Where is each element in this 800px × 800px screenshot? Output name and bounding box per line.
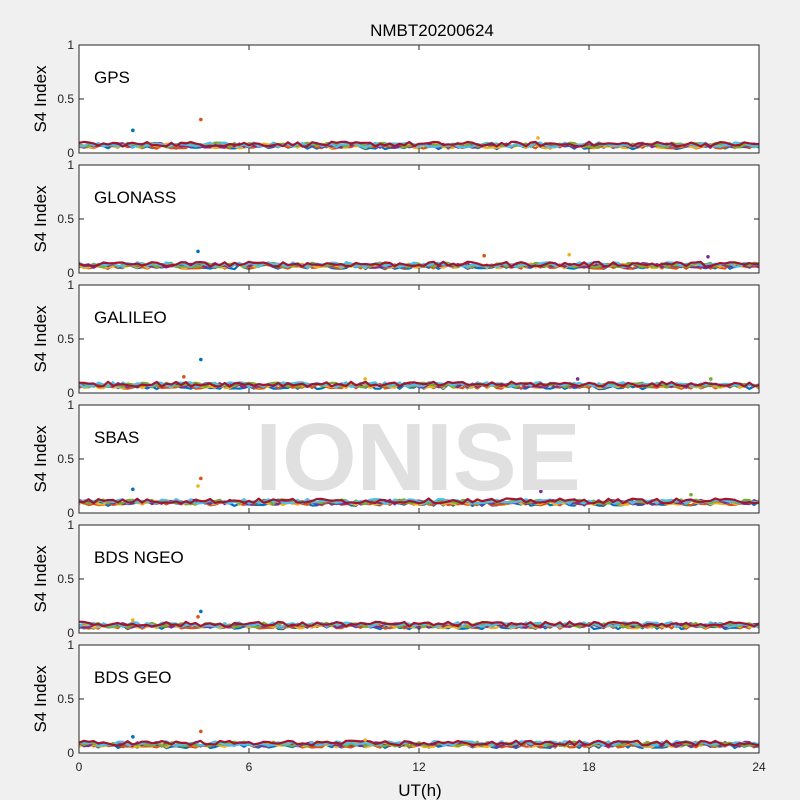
- data-series: [78, 260, 760, 271]
- data-point: [199, 729, 203, 734]
- data-point: [199, 357, 203, 362]
- data-point: [539, 489, 543, 494]
- data-point: [567, 252, 571, 257]
- data-point: [363, 738, 367, 742]
- y-tick-label: 0.5: [57, 212, 74, 226]
- data-series: [78, 620, 760, 631]
- y-tick-label: 0.5: [57, 452, 74, 466]
- data-point: [575, 377, 580, 381]
- panel-label: SBAS: [94, 428, 139, 447]
- data-series: [78, 380, 760, 391]
- y-tick-label: 0: [67, 266, 74, 280]
- series-line: [78, 620, 760, 628]
- series-line: [78, 381, 760, 389]
- data-point: [182, 375, 186, 379]
- panel-glonass: 0 0.5 1 GLONASS S4 Index: [31, 158, 760, 280]
- watermark-text: IONISE: [255, 404, 580, 511]
- panel-label: BDS NGEO: [94, 548, 184, 567]
- data-point: [199, 609, 203, 614]
- y-tick-label: 1: [67, 278, 74, 292]
- y-axis-label: S4 Index: [31, 545, 50, 613]
- x-tick-label: 24: [752, 760, 766, 774]
- y-tick-label: 1: [67, 38, 74, 52]
- series-line: [78, 140, 759, 148]
- y-axis-label: S4 Index: [31, 425, 50, 493]
- data-series: [78, 739, 760, 750]
- panel-sbas: 0 0.5 1 SBAS S4 Index: [31, 398, 760, 520]
- panels-group: 0 0.5 1 GPS S4 Index 0 0.5 1 GLONASS S4 Index 0 0.5…: [31, 38, 766, 774]
- x-tick-label: 12: [412, 760, 426, 774]
- y-tick-label: 0: [67, 746, 74, 760]
- y-axis-label: S4 Index: [31, 665, 50, 733]
- figure-title: NMBT20200624: [370, 21, 494, 40]
- plot-area: [79, 645, 759, 753]
- y-tick-label: 1: [67, 158, 74, 172]
- y-axis-label: S4 Index: [31, 65, 50, 133]
- panel-label: GALILEO: [94, 308, 167, 327]
- y-tick-label: 0: [67, 146, 74, 160]
- y-axis-label: S4 Index: [31, 305, 50, 373]
- data-series: [78, 140, 760, 151]
- data-point: [196, 615, 200, 619]
- plot-area: [79, 165, 759, 273]
- y-tick-label: 0: [67, 506, 74, 520]
- panel-galileo: 0 0.5 1 GALILEO S4 Index: [31, 278, 760, 400]
- plot-area: [79, 525, 759, 633]
- data-point: [131, 735, 135, 739]
- x-tick-label: 18: [582, 760, 596, 774]
- data-point: [131, 128, 135, 133]
- y-tick-label: 0.5: [57, 692, 74, 706]
- y-axis-label: S4 Index: [31, 185, 50, 253]
- x-tick-label: 6: [246, 760, 253, 774]
- x-tick-label: 0: [76, 760, 83, 774]
- data-point: [363, 377, 367, 381]
- panel-bds-ngeo: 0 0.5 1 BDS NGEO S4 Index: [31, 518, 760, 640]
- data-point: [536, 136, 540, 140]
- data-point: [706, 254, 710, 259]
- y-tick-label: 0: [67, 626, 74, 640]
- y-tick-label: 0: [67, 386, 74, 400]
- data-point: [131, 487, 135, 492]
- series-line: [78, 380, 760, 388]
- data-series: [78, 497, 760, 507]
- y-tick-label: 1: [67, 518, 74, 532]
- plot-area: [79, 405, 759, 513]
- data-point: [689, 492, 693, 497]
- series-line: [78, 497, 760, 505]
- panel-bds-geo: 0 0.5 1 BDS GEO S4 Index: [31, 638, 760, 760]
- panel-label: GPS: [94, 68, 130, 87]
- y-tick-label: 0.5: [57, 572, 74, 586]
- data-point: [709, 377, 713, 381]
- y-tick-label: 0.5: [57, 92, 74, 106]
- y-tick-label: 1: [67, 398, 74, 412]
- plot-area: [79, 285, 759, 393]
- data-point: [482, 253, 486, 258]
- y-tick-label: 1: [67, 638, 74, 652]
- data-point: [199, 476, 203, 481]
- data-point: [196, 484, 200, 488]
- x-axis-label: UT(h): [398, 781, 441, 800]
- panel-label: GLONASS: [94, 188, 176, 207]
- data-point: [131, 618, 135, 622]
- panel-label: BDS GEO: [94, 668, 171, 687]
- data-point: [199, 117, 203, 122]
- series-line: [78, 260, 760, 268]
- panel-gps: 0 0.5 1 GPS S4 Index: [31, 38, 760, 160]
- y-tick-label: 0.5: [57, 332, 74, 346]
- plot-area: [79, 45, 759, 153]
- series-line: [78, 739, 760, 747]
- data-point: [196, 249, 200, 254]
